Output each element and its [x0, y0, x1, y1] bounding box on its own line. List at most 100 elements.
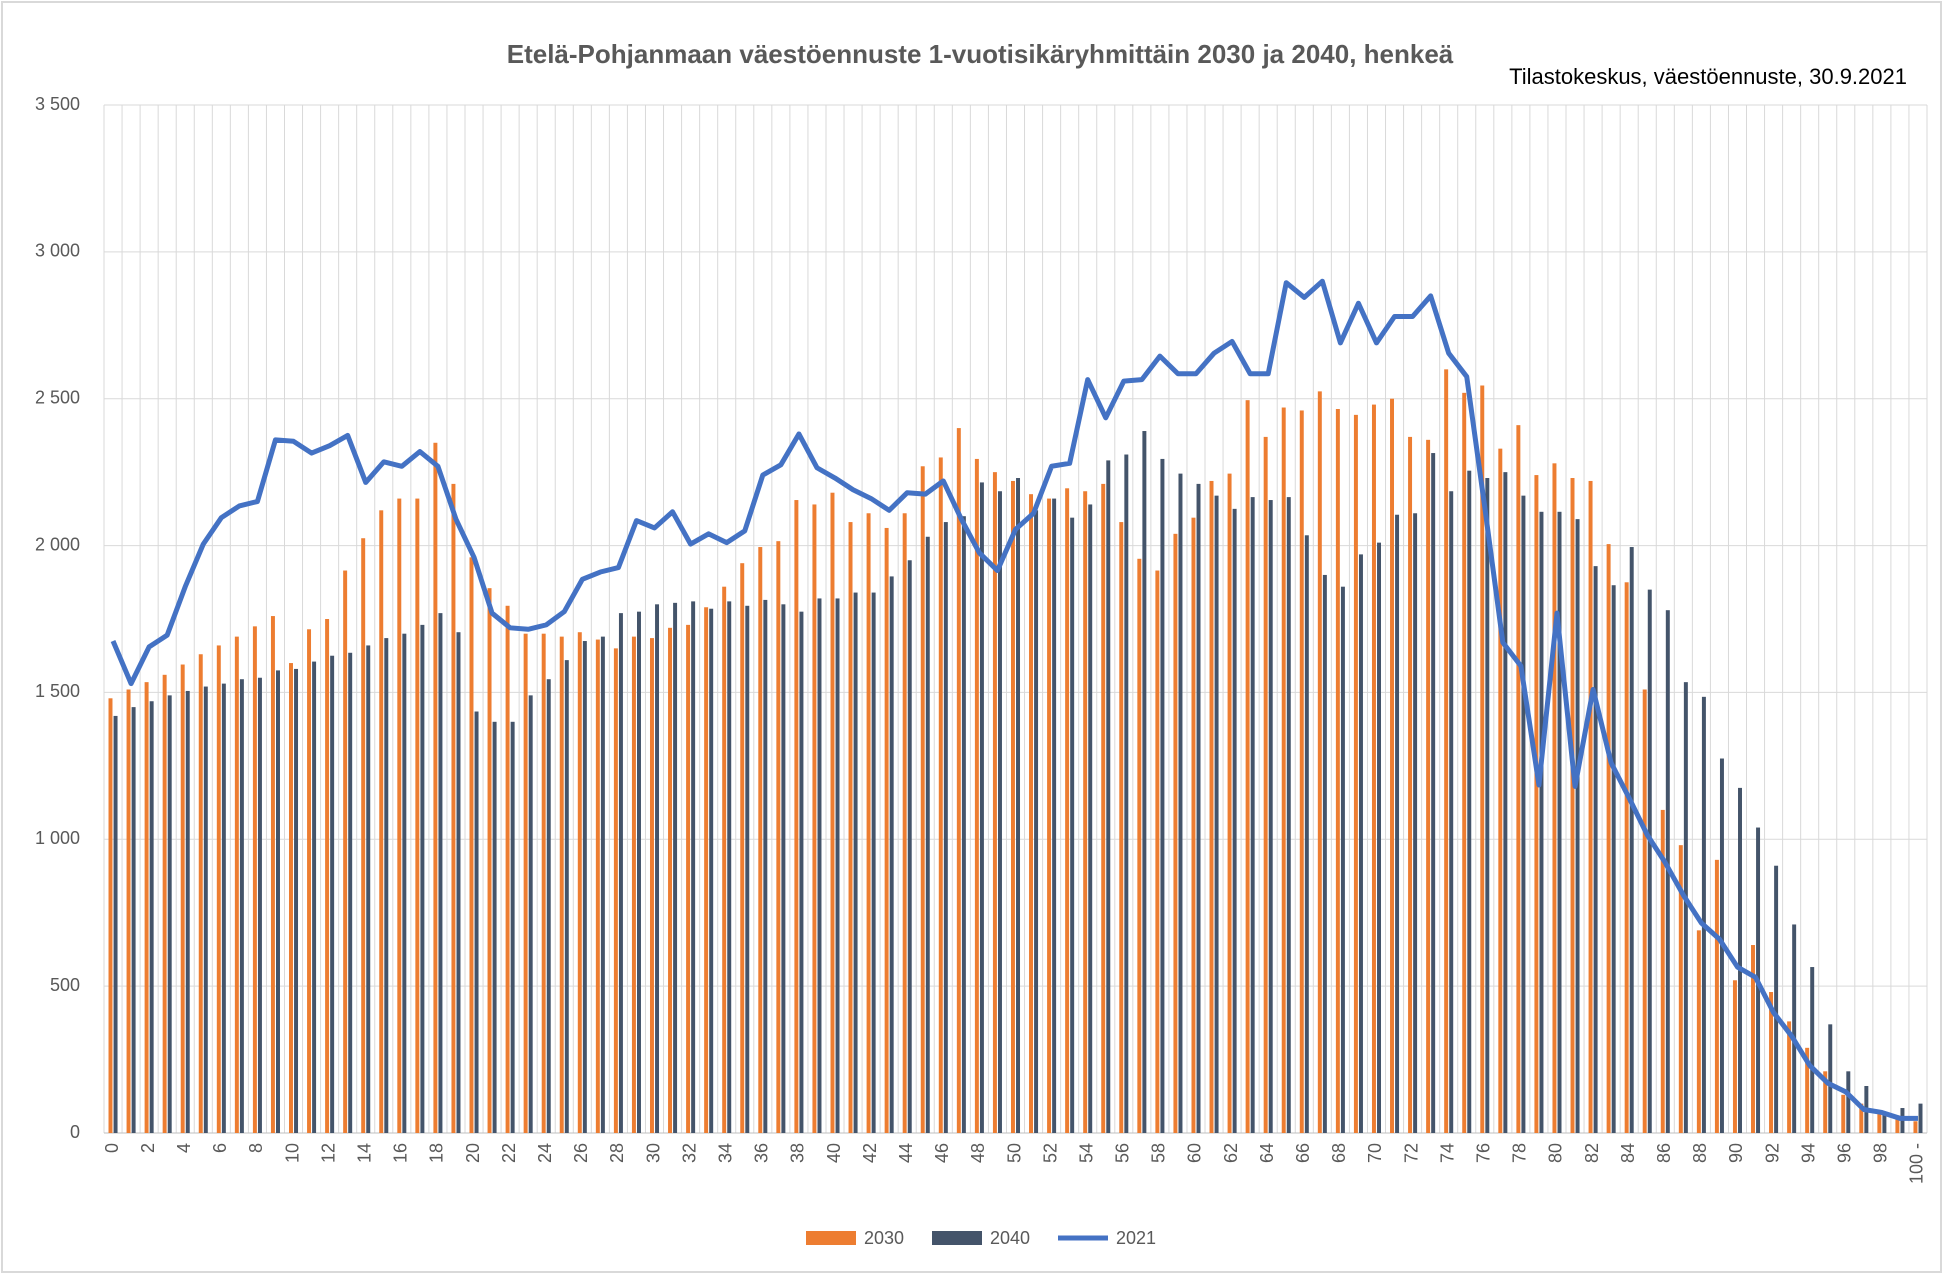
bar	[1426, 439, 1431, 1133]
bar	[686, 624, 691, 1133]
bar	[126, 689, 131, 1133]
bar	[330, 655, 335, 1133]
bar	[1088, 504, 1093, 1133]
bar	[198, 654, 203, 1133]
bar	[884, 527, 889, 1133]
bar	[528, 695, 533, 1133]
bar	[902, 513, 907, 1133]
x-tick-label: 52	[1040, 1143, 1060, 1163]
x-tick-label: 90	[1726, 1143, 1746, 1163]
bar	[1696, 930, 1701, 1133]
bar	[1552, 463, 1557, 1133]
bar	[1882, 1112, 1887, 1133]
legend-swatch	[932, 1231, 982, 1245]
bar	[1196, 483, 1201, 1133]
bar	[1101, 483, 1106, 1133]
bar	[1106, 460, 1111, 1133]
bar	[1209, 480, 1214, 1133]
x-tick-label: 28	[607, 1143, 627, 1163]
x-tick-label: 92	[1762, 1143, 1782, 1163]
x-tick-label: 22	[499, 1143, 519, 1163]
bar	[402, 633, 407, 1133]
bar	[1647, 589, 1652, 1133]
bar	[1155, 570, 1160, 1133]
bar	[1353, 414, 1358, 1134]
bar	[1575, 519, 1580, 1133]
bar	[1322, 574, 1327, 1133]
bar	[1521, 495, 1526, 1133]
bar	[853, 592, 858, 1133]
bar	[1683, 682, 1688, 1133]
x-tick-label: 58	[1149, 1143, 1169, 1163]
x-tick-label: 8	[246, 1143, 266, 1153]
bar	[384, 638, 389, 1133]
x-tick-label: 70	[1365, 1143, 1385, 1163]
bar	[203, 686, 208, 1133]
bar	[1534, 475, 1539, 1134]
bar	[397, 498, 402, 1133]
bar	[1214, 495, 1219, 1133]
bar	[108, 698, 113, 1133]
bar	[1408, 436, 1413, 1133]
y-tick-label: 3 000	[35, 241, 80, 261]
x-tick-label: 88	[1690, 1143, 1710, 1163]
x-tick-label: 82	[1582, 1143, 1602, 1163]
x-tick-label: 86	[1654, 1143, 1674, 1163]
bar	[776, 541, 781, 1133]
bar	[216, 645, 221, 1133]
bar	[613, 648, 618, 1133]
bar	[1588, 480, 1593, 1133]
bar	[938, 457, 943, 1133]
bar	[1593, 566, 1598, 1133]
x-tick-label: 6	[210, 1143, 230, 1153]
x-tick-label: 12	[318, 1143, 338, 1163]
bar	[1065, 488, 1070, 1134]
x-tick-label: 34	[715, 1143, 735, 1163]
bar	[1335, 408, 1340, 1134]
bar	[1732, 980, 1737, 1133]
x-tick-label: 48	[968, 1143, 988, 1163]
bar	[871, 592, 876, 1133]
x-tick-label: 100 -	[1907, 1143, 1927, 1184]
bar	[1245, 400, 1250, 1133]
bar	[920, 466, 925, 1134]
bar	[257, 677, 262, 1133]
bar	[745, 605, 750, 1133]
bar	[1371, 404, 1376, 1133]
bar	[848, 522, 853, 1133]
bar	[740, 563, 745, 1133]
bar	[577, 632, 582, 1133]
bar	[415, 498, 420, 1133]
x-tick-label: 46	[932, 1143, 952, 1163]
bar	[1570, 478, 1575, 1133]
bar	[1137, 558, 1142, 1133]
bar	[366, 645, 371, 1133]
bar	[727, 601, 732, 1133]
x-tick-label: 78	[1510, 1143, 1530, 1163]
bar	[162, 674, 167, 1133]
x-tick-label: 62	[1221, 1143, 1241, 1163]
x-tick-label: 84	[1618, 1143, 1638, 1163]
bar	[1774, 865, 1779, 1133]
bar	[492, 721, 497, 1133]
bar	[1390, 398, 1394, 1133]
bar	[1340, 586, 1345, 1133]
bar	[1629, 547, 1634, 1133]
bar	[1250, 497, 1255, 1133]
bar	[294, 668, 299, 1133]
bar	[1611, 585, 1616, 1133]
bar	[239, 679, 244, 1133]
y-tick-label: 2 500	[35, 387, 80, 407]
bar	[763, 599, 768, 1133]
x-tick-label: 66	[1293, 1143, 1313, 1163]
bar	[1317, 391, 1322, 1133]
bar	[830, 492, 835, 1133]
x-tick-label: 94	[1798, 1143, 1818, 1163]
bar	[997, 491, 1002, 1134]
x-tick-label: 98	[1871, 1143, 1891, 1163]
bar	[167, 695, 172, 1133]
bar	[1480, 385, 1485, 1133]
bar	[474, 711, 479, 1133]
bar	[974, 458, 979, 1133]
x-tick-label: 36	[752, 1143, 772, 1163]
